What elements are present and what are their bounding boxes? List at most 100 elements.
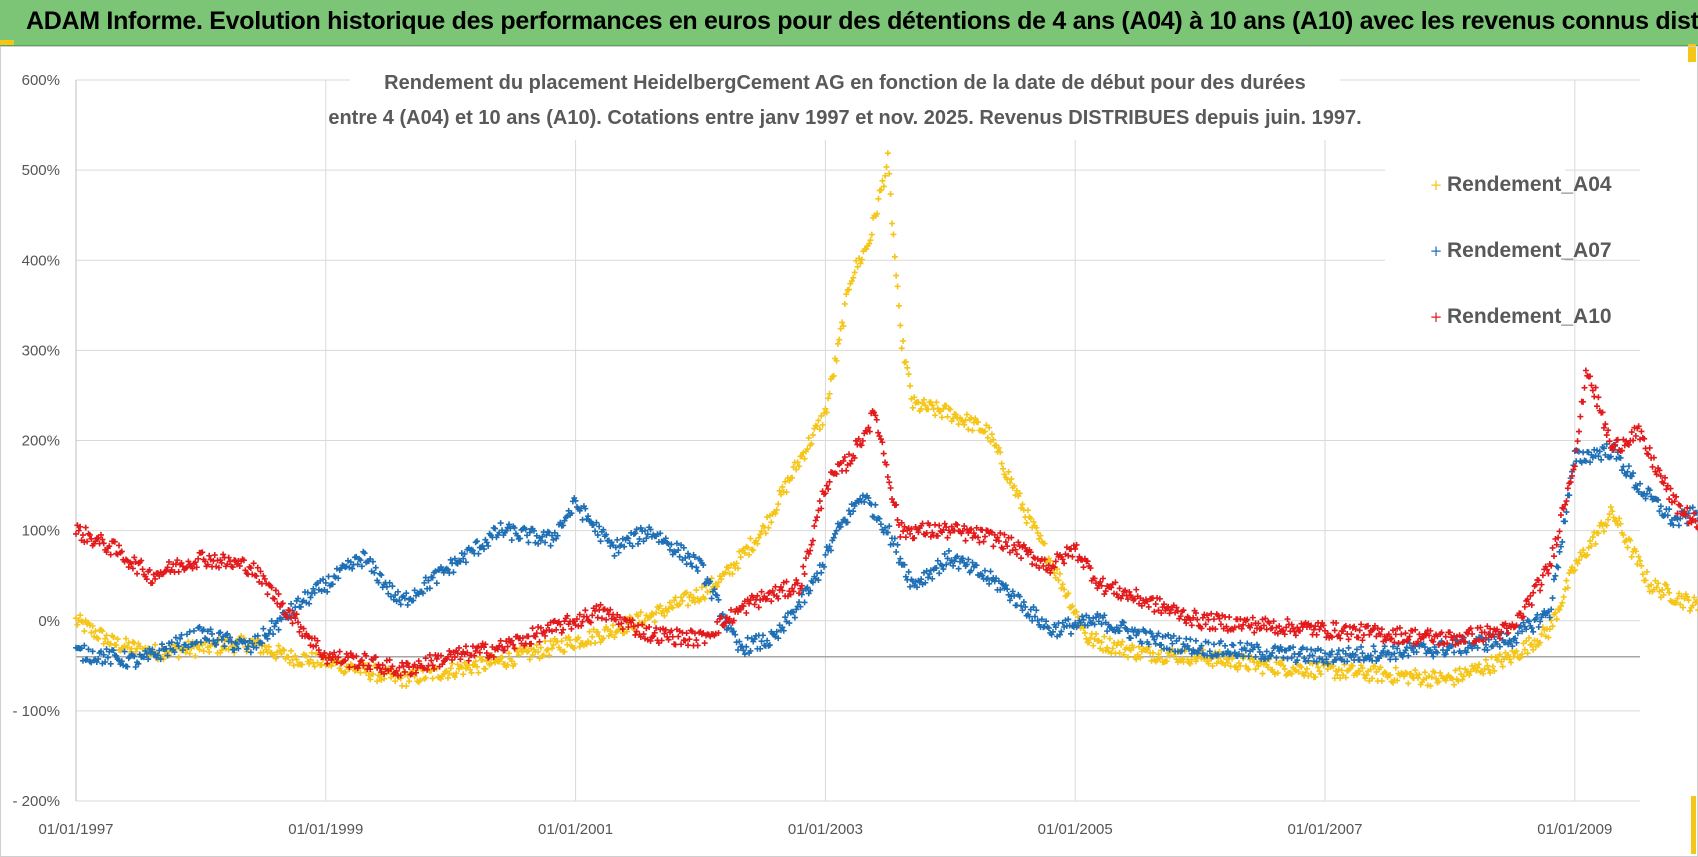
data-point bbox=[1080, 564, 1087, 571]
data-point bbox=[462, 643, 469, 650]
data-point bbox=[1521, 646, 1528, 653]
data-point bbox=[657, 602, 664, 609]
data-point bbox=[675, 633, 682, 640]
data-point bbox=[1192, 637, 1199, 644]
data-point bbox=[945, 547, 952, 554]
data-point bbox=[972, 415, 979, 422]
data-point bbox=[715, 579, 722, 586]
data-point bbox=[773, 506, 780, 513]
data-point bbox=[1638, 562, 1645, 569]
data-point bbox=[1598, 519, 1605, 526]
data-point bbox=[125, 639, 132, 646]
data-point bbox=[497, 520, 504, 527]
data-point bbox=[290, 662, 297, 669]
data-point bbox=[747, 535, 754, 542]
data-point bbox=[925, 406, 932, 413]
data-point bbox=[467, 666, 474, 673]
data-point bbox=[1018, 555, 1025, 562]
data-point bbox=[729, 570, 736, 577]
data-point bbox=[107, 640, 114, 647]
data-point bbox=[933, 399, 940, 406]
data-point bbox=[891, 253, 898, 260]
data-point bbox=[564, 641, 571, 648]
data-point bbox=[95, 635, 102, 642]
data-point bbox=[1281, 666, 1288, 673]
data-point bbox=[1545, 634, 1552, 641]
data-point bbox=[1308, 670, 1315, 677]
data-point bbox=[902, 534, 909, 541]
data-point bbox=[929, 402, 936, 409]
data-point bbox=[1607, 504, 1614, 511]
data-point bbox=[1627, 537, 1634, 544]
data-point bbox=[1412, 667, 1419, 674]
data-point bbox=[986, 424, 993, 431]
data-point bbox=[558, 638, 565, 645]
data-point bbox=[336, 648, 343, 655]
data-point bbox=[1073, 608, 1080, 615]
data-point bbox=[1589, 534, 1596, 541]
data-point bbox=[1643, 568, 1650, 575]
data-point bbox=[483, 658, 490, 665]
data-point bbox=[938, 414, 945, 421]
data-point bbox=[499, 654, 506, 661]
data-point bbox=[1428, 674, 1435, 681]
data-point bbox=[550, 641, 557, 648]
data-point bbox=[1179, 655, 1186, 662]
data-point bbox=[880, 183, 887, 190]
data-point bbox=[902, 358, 909, 365]
data-point bbox=[661, 612, 668, 619]
data-point bbox=[1090, 642, 1097, 649]
data-point bbox=[278, 651, 285, 658]
data-point bbox=[114, 636, 121, 643]
data-point bbox=[196, 646, 203, 653]
data-point bbox=[1620, 531, 1627, 538]
data-point bbox=[893, 272, 900, 279]
data-point bbox=[529, 625, 536, 632]
data-point bbox=[547, 637, 554, 644]
data-point bbox=[1016, 490, 1023, 497]
data-point bbox=[886, 479, 893, 486]
data-point bbox=[1224, 659, 1231, 666]
data-point bbox=[1192, 658, 1199, 665]
data-point bbox=[88, 629, 95, 636]
data-point bbox=[110, 634, 117, 641]
data-point bbox=[789, 474, 796, 481]
data-point bbox=[1499, 663, 1506, 670]
data-point bbox=[783, 489, 790, 496]
data-point bbox=[451, 673, 458, 680]
data-point bbox=[1663, 581, 1670, 588]
data-point bbox=[1530, 646, 1537, 653]
data-point bbox=[1338, 667, 1345, 674]
data-point bbox=[805, 434, 812, 441]
data-point bbox=[1222, 642, 1229, 649]
data-point bbox=[1494, 657, 1501, 664]
data-point bbox=[900, 337, 907, 344]
data-point bbox=[843, 291, 850, 298]
data-point bbox=[850, 274, 857, 281]
data-point bbox=[1408, 670, 1415, 677]
data-point bbox=[1295, 669, 1302, 676]
data-point bbox=[1303, 665, 1310, 672]
data-point bbox=[863, 246, 870, 253]
data-point bbox=[893, 548, 900, 555]
data-point bbox=[1405, 652, 1412, 659]
data-point bbox=[1345, 644, 1352, 651]
data-point bbox=[1008, 475, 1015, 482]
data-point bbox=[816, 426, 823, 433]
data-point bbox=[529, 652, 536, 659]
corner-accent-top-left bbox=[0, 40, 14, 45]
data-point bbox=[1574, 560, 1581, 567]
data-point bbox=[1087, 635, 1094, 642]
data-point bbox=[124, 644, 131, 651]
data-point bbox=[886, 170, 893, 177]
data-point bbox=[526, 656, 533, 663]
data-point bbox=[1617, 520, 1624, 527]
data-point bbox=[403, 683, 410, 690]
data-point bbox=[1298, 664, 1305, 671]
data-point bbox=[1642, 577, 1649, 584]
data-point bbox=[918, 405, 925, 412]
data-point bbox=[460, 671, 467, 678]
data-point bbox=[74, 621, 81, 628]
data-point bbox=[889, 220, 896, 227]
data-point bbox=[89, 622, 96, 629]
